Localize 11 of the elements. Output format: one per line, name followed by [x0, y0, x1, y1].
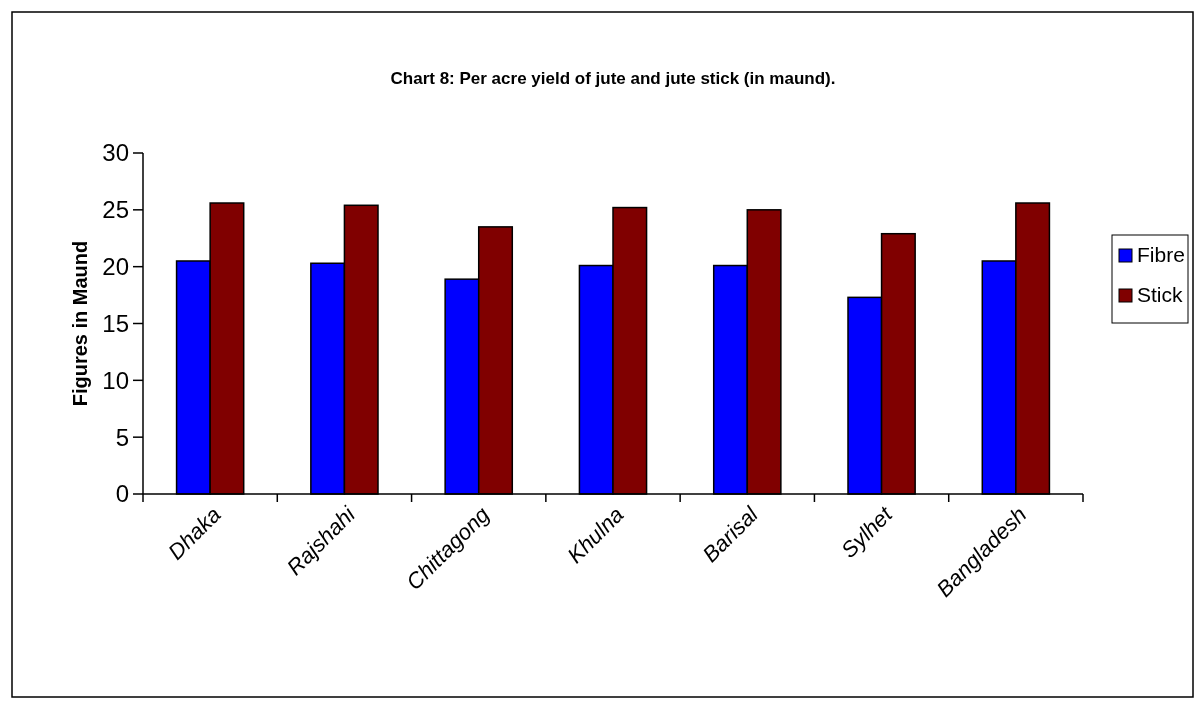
y-tick-label: 30 — [102, 139, 129, 167]
legend-label: Fibre — [1137, 243, 1185, 266]
y-tick-label: 0 — [115, 480, 129, 508]
legend-label: Stick — [1137, 283, 1184, 306]
y-tick-label: 10 — [102, 366, 129, 394]
y-tick-label: 5 — [115, 423, 129, 451]
y-axis-title: Figures in Maund — [69, 240, 91, 407]
y-tick-label: 15 — [102, 309, 129, 337]
y-tick-label: 25 — [102, 196, 129, 224]
chart-title: Chart 8: Per acre yield of jute and jute stick (in maund). — [390, 69, 836, 88]
y-tick-label: 20 — [102, 253, 129, 281]
